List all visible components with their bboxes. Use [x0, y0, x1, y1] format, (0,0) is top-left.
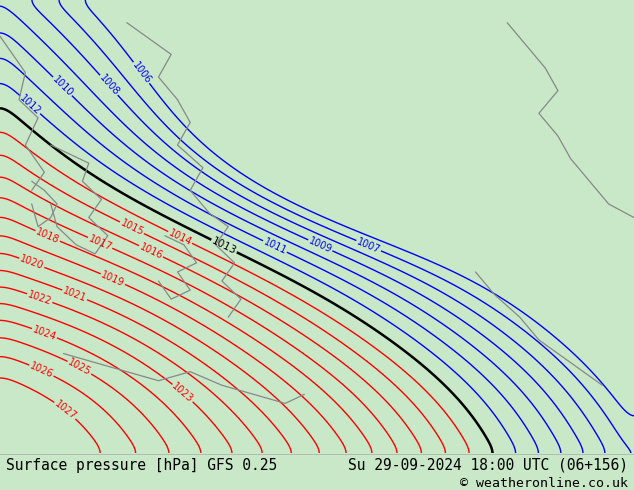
Text: 1020: 1020	[18, 254, 45, 272]
Text: 1013: 1013	[210, 236, 238, 256]
Text: 1014: 1014	[167, 227, 193, 247]
Text: 1015: 1015	[119, 218, 145, 238]
Text: 1019: 1019	[100, 270, 126, 289]
Text: 1012: 1012	[18, 93, 42, 117]
Text: 1008: 1008	[97, 73, 120, 98]
Text: 1007: 1007	[355, 236, 382, 255]
Text: 1027: 1027	[53, 399, 78, 422]
Text: 1025: 1025	[66, 357, 93, 378]
Text: Surface pressure [hPa] GFS 0.25: Surface pressure [hPa] GFS 0.25	[6, 458, 278, 472]
Text: 1026: 1026	[29, 361, 55, 380]
Text: 1024: 1024	[31, 324, 58, 342]
Text: 1010: 1010	[50, 74, 75, 98]
Text: 1023: 1023	[170, 381, 195, 405]
Text: 1009: 1009	[307, 236, 333, 255]
Text: 1021: 1021	[61, 286, 88, 304]
Text: Su 29-09-2024 18:00 UTC (06+156): Su 29-09-2024 18:00 UTC (06+156)	[347, 458, 628, 472]
Text: 1011: 1011	[262, 237, 288, 256]
Text: 1018: 1018	[34, 226, 61, 245]
Text: © weatheronline.co.uk: © weatheronline.co.uk	[460, 477, 628, 490]
Text: 1022: 1022	[27, 289, 53, 307]
Text: 1016: 1016	[138, 242, 164, 261]
Text: 1017: 1017	[87, 233, 113, 252]
Text: 1006: 1006	[130, 60, 153, 86]
